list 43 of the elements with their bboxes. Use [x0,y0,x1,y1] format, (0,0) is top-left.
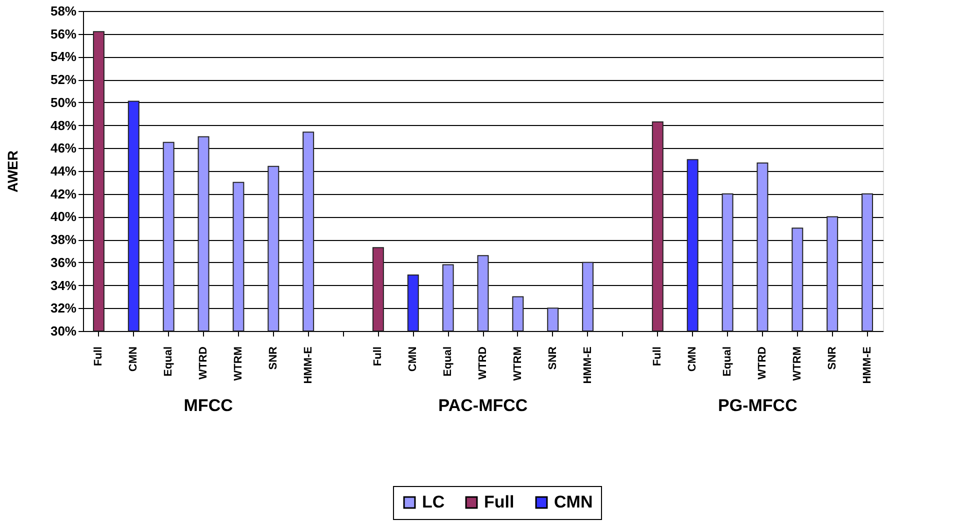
text: PG-MFCC [718,396,798,415]
y-axis-title: AWER [4,150,20,192]
y-tick-label: 56% [50,26,77,42]
x-tick-label: Equal [162,346,175,376]
y-tick-label: 42% [50,186,77,202]
x-tick-label: CMN [686,346,699,372]
y-tick-label: 30% [50,324,77,338]
y-tick-label: 52% [50,72,77,88]
y-tick-label: 50% [50,94,77,110]
x-tick-label: HMM-E [582,346,594,384]
y-tick-label: 34% [50,278,77,293]
x-tick-label: HMM-E [861,346,874,384]
x-tick-label: CMN [407,346,420,372]
x-tick-label: Equal [442,346,454,376]
x-tick-label: WTRM [232,346,244,381]
x-tick-label: Full [92,346,105,366]
x-tick-label: WTRD [477,346,489,380]
y-tick-label: 44% [50,164,77,178]
y-tick-label: 36% [50,254,77,270]
y-tick-label: 54% [50,49,77,64]
y-tick-label: 32% [50,300,77,316]
text: MFCC [184,396,233,415]
y-tick-label: 48% [50,118,77,133]
x-tick-label: SNR [546,346,559,370]
y-tick-label: 58% [50,4,77,18]
y-tick-label: 40% [50,209,77,224]
x-tick-label: Full [652,346,664,366]
x-tick-label: Full [372,346,384,366]
text: PAC-MFCC [438,396,528,415]
legend-label: Full [484,492,514,512]
y-tick-label: 46% [50,140,77,156]
x-tick-label: HMM-E [302,346,314,384]
x-tick-label: SNR [267,346,280,370]
x-tick-label: Equal [722,346,734,376]
y-tick-label: 38% [50,232,77,248]
legend-label: CMN [554,492,593,512]
x-tick-label: SNR [826,346,838,370]
x-tick-label: WTRM [791,346,804,381]
x-tick-label: CMN [128,346,140,372]
x-tick-label: WTRD [756,346,768,380]
x-tick-label: WTRD [198,346,210,380]
legend-label: LC [422,492,445,512]
x-tick-label: WTRM [512,346,524,381]
